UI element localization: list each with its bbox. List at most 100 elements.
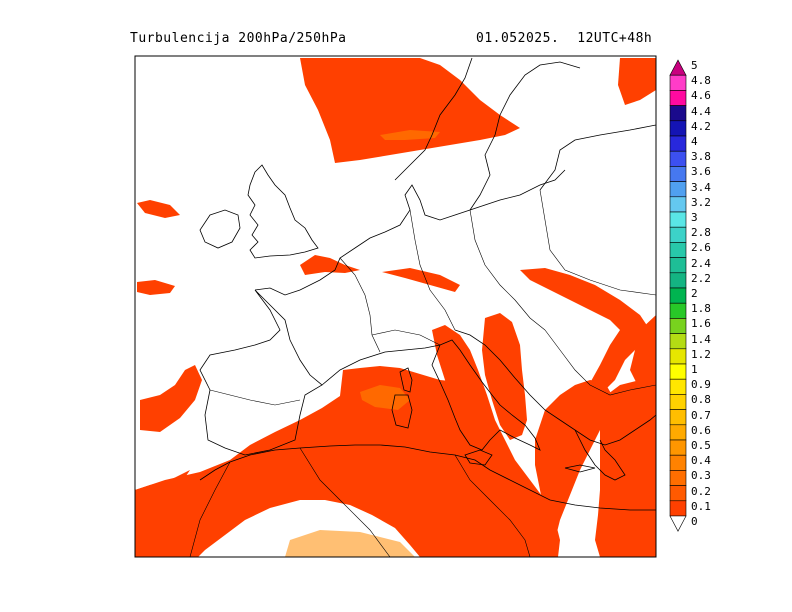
turbulence-higher-area-1: [360, 385, 410, 410]
coastline-baltic-east: [539, 124, 656, 191]
legend-swatch: [669, 454, 687, 471]
border-africa: [299, 447, 391, 557]
legend-tick-label: 3.4: [691, 180, 711, 194]
legend-tick-label: 0.6: [691, 423, 711, 437]
legend-tick-label: 4.8: [691, 74, 711, 88]
coastline-africa: [199, 444, 656, 511]
legend-tick-label: 0.4: [691, 454, 711, 468]
legend-swatch: [669, 135, 687, 152]
legend-swatch: [669, 424, 687, 441]
legend-colorbar: [669, 59, 687, 532]
turbulence-area-balkans: [535, 380, 612, 540]
legend-swatch: [669, 120, 687, 137]
border-east: [539, 189, 656, 296]
legend-tick-label: 2.4: [691, 256, 711, 270]
legend-tick-label: 4: [691, 135, 698, 148]
coastline-europe-west: [254, 169, 566, 296]
legend-swatch: [669, 394, 687, 410]
coastline-sardinia: [391, 394, 413, 429]
legend-swatch: [669, 166, 687, 182]
legend-swatch: [669, 485, 687, 502]
turbulence-area-channel: [300, 255, 360, 275]
legend-swatch: [669, 257, 687, 274]
border-germany: [409, 209, 456, 331]
legend-tick-label: 2.2: [691, 271, 711, 285]
legend-swatch: [669, 409, 687, 426]
turbulence-area-africa-west: [135, 470, 190, 512]
legend-swatch: [669, 302, 687, 319]
legend-tick-label: 1.2: [691, 347, 711, 361]
legend-tick-label: 1.8: [691, 302, 711, 316]
coastline-britain: [247, 164, 319, 259]
legend-swatch: [669, 318, 687, 334]
legend-swatch: [669, 150, 687, 167]
turbulence-area-north-east: [618, 58, 656, 105]
turbulence-area-mediterranean: [135, 366, 548, 557]
legend-swatch: [669, 242, 687, 258]
legend-swatch: [669, 348, 687, 365]
legend-tick-label: 0.8: [691, 393, 711, 407]
legend-tick-label: 0.7: [691, 408, 711, 422]
legend-tick-label: 0.5: [691, 439, 711, 452]
turbulence-area-west-strip: [137, 200, 180, 218]
legend-tick-label: 2.6: [691, 241, 711, 255]
legend-tick-label: 3.2: [691, 195, 711, 209]
legend-tick-label: 2.8: [691, 226, 711, 240]
legend-tick-label: 4.6: [691, 89, 711, 103]
turbulence-area-biscay: [137, 280, 175, 295]
coastline-italy: [431, 339, 541, 451]
legend-tick-label: 0.3: [691, 469, 711, 483]
turbulence-higher-area-3: [380, 130, 440, 140]
border-spain: [209, 389, 301, 406]
legend-tick-label: 4.2: [691, 119, 711, 133]
legend-swatch-zero: [669, 515, 687, 532]
forecast-run: 12UTC+48h: [577, 31, 653, 46]
coastline-scandinavia: [394, 57, 473, 181]
map-title: Turbulencija 200hPa/250hPa: [130, 31, 347, 46]
legend-tick-label: 0: [691, 515, 698, 528]
legend-swatch: [669, 105, 687, 122]
border-africa-2: [454, 454, 531, 557]
legend-swatch: [669, 196, 687, 213]
map-frame: [134, 55, 657, 558]
legend-swatch: [669, 287, 687, 304]
turbulence-area-east-band: [520, 268, 650, 390]
forecast-date: 01.052025.: [476, 31, 560, 46]
coastline-iberia: [199, 289, 323, 456]
turbulence-field: [135, 58, 656, 557]
coastline-france-south: [321, 344, 441, 386]
turbulence-higher-area-2: [285, 530, 415, 557]
legend-swatch: [669, 500, 687, 517]
legend-tick-label: 3.6: [691, 165, 711, 179]
coastline-sicily: [464, 449, 493, 466]
legend-swatch: [669, 333, 687, 350]
border-balkans: [544, 329, 656, 396]
forecast-time: 01.052025. 12UTC+48h: [476, 31, 670, 46]
legend-tick-label: 0.9: [691, 378, 711, 392]
coastline-ireland: [199, 209, 241, 249]
legend-swatch: [669, 272, 687, 289]
coastlines: [199, 57, 656, 511]
coastline-balkans: [454, 329, 656, 446]
turbulence-area-italy: [432, 325, 560, 557]
border-france: [339, 257, 381, 353]
legend-swatch: [669, 439, 687, 456]
legend-swatch: [669, 226, 687, 243]
turbulence-area-aegean: [595, 380, 656, 557]
legend-tick-label: 0.2: [691, 484, 711, 498]
border-poland: [469, 209, 546, 331]
legend-tick-label: 3.8: [691, 150, 711, 164]
legend-tick-label: 1.6: [691, 317, 711, 331]
country-borders: [189, 189, 656, 557]
legend-swatch: [669, 211, 687, 228]
legend-tick-label: 5: [691, 59, 698, 72]
legend-tick-label: 1.4: [691, 332, 711, 346]
legend-swatch: [669, 74, 687, 91]
coastline-crete: [564, 464, 596, 473]
border-africa-3: [189, 461, 231, 557]
legend-swatch: [669, 90, 687, 106]
coastline-greece: [574, 429, 626, 481]
turbulence-area-east-edge: [630, 315, 656, 400]
border-alps: [371, 329, 441, 346]
